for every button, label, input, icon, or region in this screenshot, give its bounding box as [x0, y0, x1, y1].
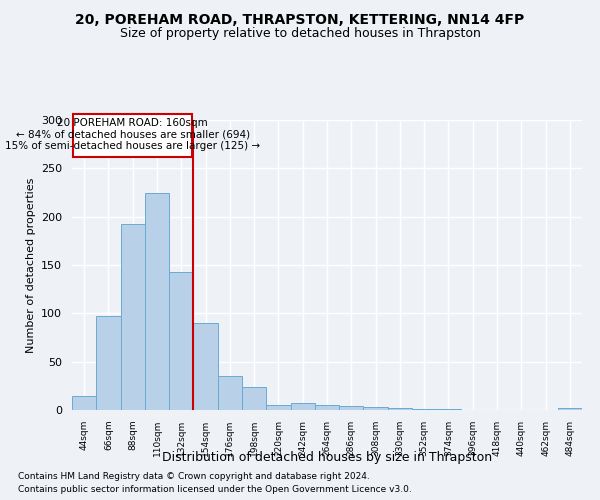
- Bar: [218, 376, 242, 410]
- Text: ← 84% of detached houses are smaller (694): ← 84% of detached houses are smaller (69…: [16, 130, 250, 140]
- Bar: [169, 272, 193, 410]
- Text: 15% of semi-detached houses are larger (125) →: 15% of semi-detached houses are larger (…: [5, 142, 260, 152]
- Bar: [364, 407, 388, 410]
- Bar: [436, 409, 461, 410]
- Bar: [145, 194, 169, 410]
- Text: Size of property relative to detached houses in Thrapston: Size of property relative to detached ho…: [119, 28, 481, 40]
- Bar: [290, 403, 315, 410]
- Bar: [121, 224, 145, 410]
- Text: 20, POREHAM ROAD, THRAPSTON, KETTERING, NN14 4FP: 20, POREHAM ROAD, THRAPSTON, KETTERING, …: [76, 12, 524, 26]
- Bar: [72, 396, 96, 410]
- Bar: [339, 406, 364, 410]
- Bar: [412, 409, 436, 410]
- FancyBboxPatch shape: [73, 114, 192, 156]
- Bar: [558, 408, 582, 410]
- Bar: [388, 408, 412, 410]
- Text: Distribution of detached houses by size in Thrapston: Distribution of detached houses by size …: [162, 451, 492, 464]
- Bar: [315, 405, 339, 410]
- Text: Contains public sector information licensed under the Open Government Licence v3: Contains public sector information licen…: [18, 484, 412, 494]
- Bar: [193, 323, 218, 410]
- Text: Contains HM Land Registry data © Crown copyright and database right 2024.: Contains HM Land Registry data © Crown c…: [18, 472, 370, 481]
- Bar: [96, 316, 121, 410]
- Bar: [242, 387, 266, 410]
- Text: 20 POREHAM ROAD: 160sqm: 20 POREHAM ROAD: 160sqm: [58, 118, 208, 128]
- Y-axis label: Number of detached properties: Number of detached properties: [26, 178, 35, 352]
- Bar: [266, 405, 290, 410]
